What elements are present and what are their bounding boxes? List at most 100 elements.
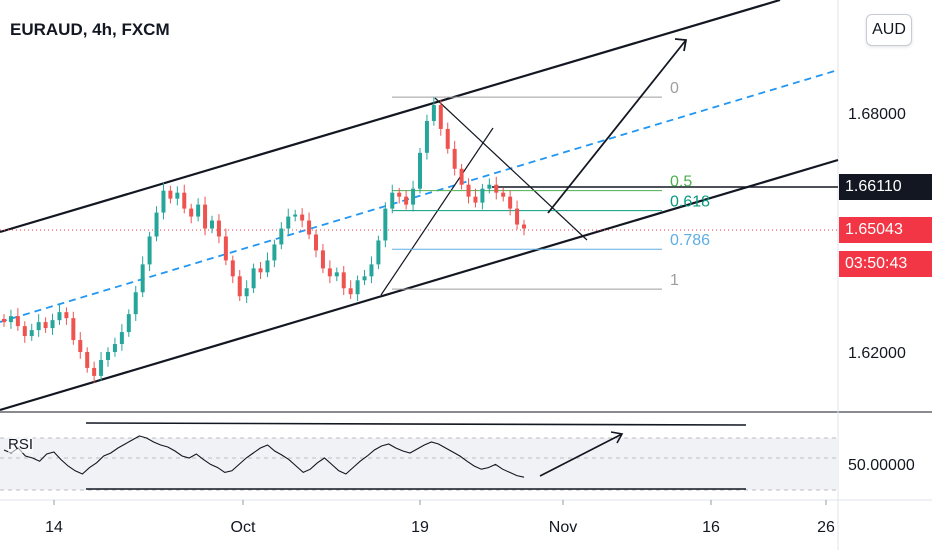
candle-body bbox=[133, 292, 138, 315]
fib-level-label: 1 bbox=[670, 272, 679, 289]
candle-body bbox=[418, 152, 422, 189]
fibonacci-retracement: 0 0.5 0.618 0.786 1 bbox=[392, 80, 710, 290]
candle-body bbox=[203, 204, 208, 229]
candle-body bbox=[237, 276, 242, 297]
candle-body bbox=[230, 260, 235, 277]
candle-body bbox=[175, 192, 180, 199]
candle-body bbox=[196, 204, 201, 217]
candle-body bbox=[85, 352, 90, 368]
candle-body bbox=[223, 236, 228, 261]
candle-body bbox=[140, 264, 145, 293]
candle-body bbox=[265, 260, 270, 273]
rsi-line-path bbox=[3, 435, 525, 478]
fib-level-label: 0 bbox=[670, 80, 679, 97]
rsi-band bbox=[0, 437, 838, 491]
channel-bottom-line bbox=[0, 158, 839, 412]
price-axis-label: 1.62000 bbox=[848, 345, 906, 362]
candle-body bbox=[522, 224, 526, 229]
candle-body bbox=[50, 320, 55, 329]
candle-body bbox=[36, 322, 41, 331]
rsi-level-label: 50.00000 bbox=[848, 457, 915, 474]
candle-countdown-tag: 03:50:43 bbox=[839, 251, 932, 277]
price-axis-label: 1.68000 bbox=[848, 106, 906, 123]
candle-body bbox=[22, 326, 27, 337]
candle-body bbox=[216, 220, 221, 237]
candle-body bbox=[390, 192, 395, 209]
candle-body bbox=[480, 188, 485, 203]
candle-body bbox=[466, 184, 471, 197]
candle-body bbox=[71, 318, 76, 341]
candle-body bbox=[293, 214, 298, 217]
candle-body bbox=[515, 208, 520, 225]
candle-body bbox=[251, 268, 256, 289]
horizontal-line-price-tag: 1.66110 bbox=[839, 174, 932, 200]
candle-body bbox=[43, 322, 48, 329]
time-axis-label: Oct bbox=[231, 519, 256, 536]
candle-body bbox=[362, 276, 367, 281]
candle-body bbox=[244, 288, 249, 297]
current-price-tag: 1.65043 bbox=[839, 217, 932, 243]
candle-body bbox=[487, 184, 492, 189]
fib-level-label: 0.618 bbox=[670, 194, 710, 211]
rsi-trend-top-line bbox=[85, 422, 747, 426]
candle-body bbox=[348, 288, 353, 295]
candle-body bbox=[126, 314, 131, 333]
candle-body bbox=[334, 272, 339, 277]
candle-body bbox=[411, 188, 416, 205]
candle-body bbox=[424, 120, 429, 153]
candle-body bbox=[473, 196, 478, 203]
candle-body bbox=[327, 268, 332, 277]
candle-body bbox=[494, 184, 499, 193]
candle-body bbox=[182, 192, 187, 209]
rsi-series bbox=[3, 435, 525, 478]
forecast-arrow-price bbox=[547, 38, 688, 214]
candle-body bbox=[320, 250, 325, 269]
candle-body bbox=[459, 168, 464, 185]
candle-body bbox=[112, 344, 117, 352]
candle-body bbox=[210, 220, 214, 229]
price-axis[interactable]: 1.62000 1.68000 50.00000 bbox=[848, 106, 915, 474]
currency-button[interactable]: AUD bbox=[866, 14, 912, 46]
candle-body bbox=[57, 312, 62, 321]
rsi-label[interactable]: RSI bbox=[8, 436, 34, 453]
candle-body bbox=[355, 280, 360, 295]
candle-body bbox=[258, 268, 263, 273]
candle-body bbox=[99, 359, 104, 376]
candle-body bbox=[119, 332, 124, 345]
time-axis-label: 16 bbox=[702, 519, 720, 536]
fib-level-label: 0.786 bbox=[670, 232, 710, 249]
time-axis-label: 26 bbox=[817, 519, 835, 536]
candle-body bbox=[15, 316, 20, 327]
candle-body bbox=[189, 208, 194, 217]
candle-body bbox=[341, 272, 346, 289]
candle-body bbox=[452, 148, 457, 169]
candle-body bbox=[168, 190, 173, 199]
candle-body bbox=[383, 208, 388, 241]
candle-body bbox=[106, 352, 110, 360]
time-axis-label: 14 bbox=[45, 519, 63, 536]
time-axis-label: 19 bbox=[411, 519, 429, 536]
candle-body bbox=[314, 234, 318, 251]
wedge-lines bbox=[380, 97, 588, 296]
candle-body bbox=[300, 214, 305, 221]
candle-body bbox=[445, 128, 450, 149]
candle-body bbox=[161, 190, 166, 213]
candle-body bbox=[501, 192, 506, 197]
candlestick-series bbox=[2, 97, 526, 383]
symbol-title[interactable]: EURAUD, 4h, FXCM bbox=[10, 20, 170, 39]
time-axis[interactable]: 14 Oct 19 Nov 16 26 bbox=[45, 500, 835, 536]
channel-top-line bbox=[0, 0, 781, 234]
candle-body bbox=[154, 212, 159, 237]
candle-body bbox=[2, 318, 6, 323]
candle-body bbox=[404, 196, 409, 205]
candle-body bbox=[92, 367, 97, 376]
candle-body bbox=[438, 105, 443, 129]
candle-body bbox=[286, 216, 291, 229]
candle-body bbox=[397, 192, 402, 197]
channel-mid-line bbox=[0, 69, 839, 323]
candle-body bbox=[369, 264, 374, 277]
time-axis-label: Nov bbox=[549, 519, 577, 536]
fib-level-label: 0.5 bbox=[670, 174, 692, 191]
candle-body bbox=[431, 105, 436, 121]
